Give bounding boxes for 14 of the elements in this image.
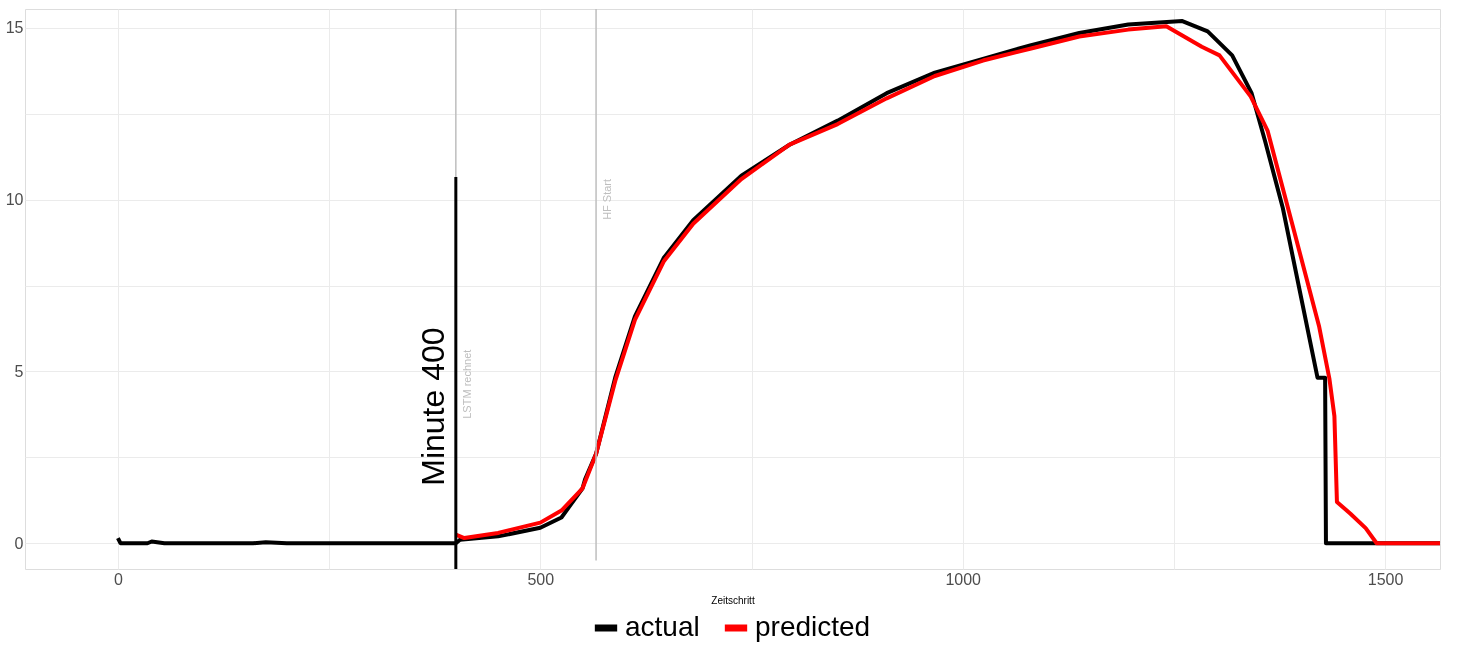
ref-line-label: HF Start xyxy=(601,178,614,220)
y-tick-label: 10 xyxy=(5,191,24,209)
y-tick-label: 0 xyxy=(14,534,24,552)
legend-label: predicted xyxy=(755,611,871,642)
x-axis-title: Zeitschritt xyxy=(711,594,755,606)
x-tick-label: 0 xyxy=(113,570,123,588)
x-tick-label: 1000 xyxy=(945,570,982,588)
x-tick-label: 500 xyxy=(527,570,555,588)
legend-label: actual xyxy=(625,611,700,642)
ref-line-label: Minute 400 xyxy=(414,327,451,486)
y-tick-label: 5 xyxy=(14,362,24,380)
y-tick-label: 15 xyxy=(5,19,24,37)
ref-line-label: LSTM rechnet xyxy=(460,349,473,419)
x-tick-label: 1500 xyxy=(1367,570,1404,588)
